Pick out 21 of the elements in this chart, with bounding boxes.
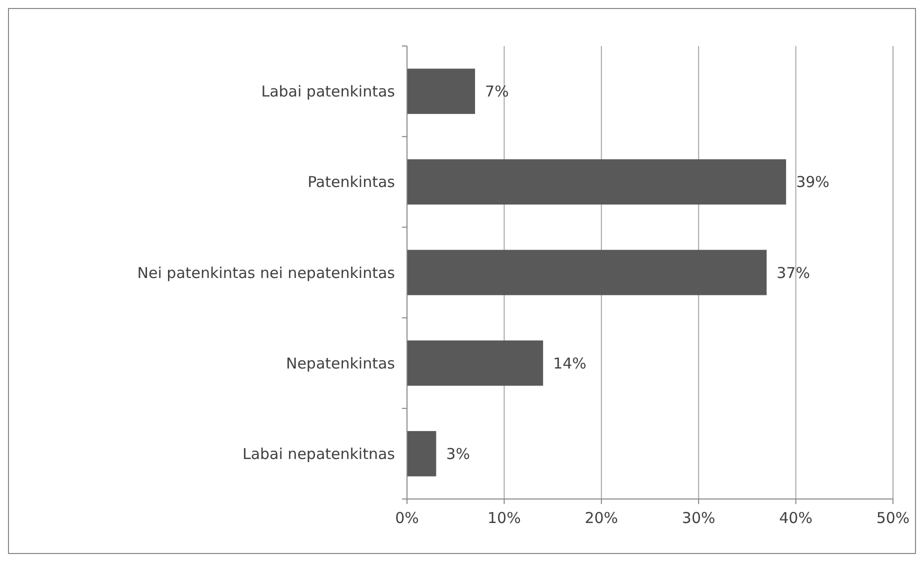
- x-tick-label: 40%: [779, 509, 812, 527]
- data-label: 37%: [776, 264, 810, 282]
- x-tick-label: 50%: [876, 509, 910, 527]
- x-tick-label: 0%: [395, 509, 419, 527]
- data-label: 3%: [446, 444, 470, 463]
- x-tick-label: 10%: [488, 509, 521, 527]
- y-tick-label: Nepatenkintas: [286, 354, 396, 372]
- data-label: 39%: [796, 173, 830, 192]
- bar: [407, 68, 476, 114]
- bar: [407, 250, 767, 296]
- y-tick-label: Patenkintas: [308, 173, 396, 192]
- y-tick-label: Labai patenkintas: [261, 82, 396, 101]
- data-label: 7%: [485, 82, 509, 101]
- data-label: 14%: [553, 354, 586, 372]
- x-tick-label: 30%: [682, 509, 716, 527]
- y-tick-label: Nei patenkintas nei nepatenkintas: [137, 264, 396, 282]
- bar: [407, 431, 436, 476]
- y-tick-label: Labai nepatenkitnas: [242, 444, 396, 463]
- x-tick-label: 20%: [584, 509, 618, 527]
- bar: [407, 340, 544, 386]
- bar: [407, 159, 786, 205]
